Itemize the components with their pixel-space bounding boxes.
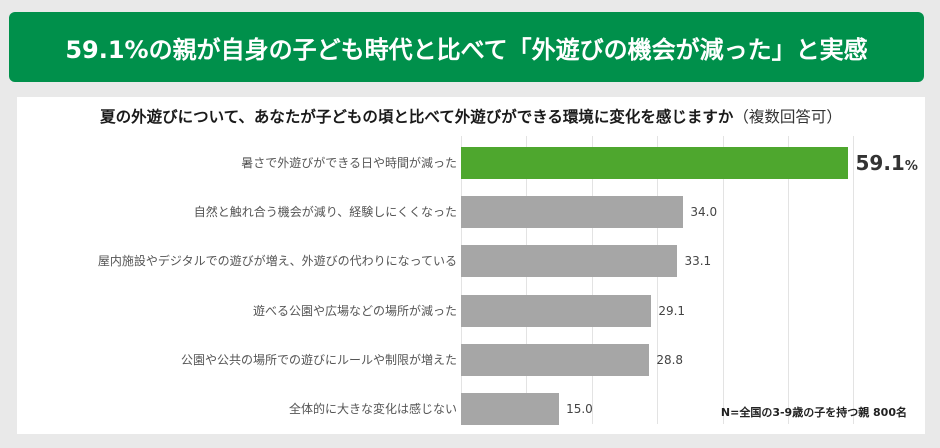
bar-row: 暑さで外遊びができる日や時間が減った 59.1% [17,147,925,179]
chart-subtitle: （複数回答可） [733,108,842,126]
bar-category-label: 遊べる公園や広場などの場所が減った [252,303,457,318]
headline-title: 59.1%の親が自身の子ども時代と比べて「外遊びの機会が減った」と実感 [65,35,868,64]
bar-value-label: 34.0 [690,196,717,228]
gridline [722,136,724,424]
bar-row: 遊べる公園や広場などの場所が減った 29.1 [17,294,925,327]
bar-value-number: 33.1 [684,254,712,269]
bar [461,393,560,425]
bar-row: 公園や公共の場所での遊びにルールや制限が増えた 28.8 [17,343,925,376]
bar [461,196,684,229]
bar-row: 屋内施設やデジタルでの遊びが増え、外遊びの代わりになっている 33.1 [17,245,925,278]
sample-size-note: N=全国の3-9歳の子を持つ親 800名 [720,406,907,419]
bar-row: 全体的に大きな変化は感じない 15.0 [17,393,925,425]
gridline [853,136,855,424]
headline-banner: 59.1%の親が自身の子ども時代と比べて「外遊びの機会が減った」と実感 [9,12,924,82]
bar [461,245,678,278]
bar-highlight [461,147,848,179]
gridline [657,136,659,424]
gridline [788,136,789,424]
bar-value-label: 59.1% [856,147,918,179]
bar [461,343,650,376]
chart-title: 夏の外遊びについて、あなたが子どもの頃と比べて外遊びができる環境に変化を感じます… [17,105,925,127]
bar-value-number: 34.0 [690,205,718,220]
bar-value-label: 33.1 [684,245,711,277]
gridline [591,136,593,424]
bar-value-number: 28.8 [656,352,684,367]
bar-category-label: 屋内施設やデジタルでの遊びが増え、外遊びの代わりになっている [97,254,457,269]
bar-chart: 暑さで外遊びができる日や時間が減った 59.1% 自然と触れ合う機会が減り、経験しに… [17,97,925,434]
chart-question: 夏の外遊びについて、あなたが子どもの頃と比べて外遊びができる環境に変化を感じます… [100,108,734,126]
bar-category-label: 暑さで外遊びができる日や時間が減った [241,156,457,170]
gridline [461,136,462,424]
bar-category-label: 自然と触れ合う機会が減り、経験しにくくなった [193,205,457,220]
bar-value-label: 29.1 [658,295,685,327]
bar-value-label: 28.8 [656,344,683,376]
bar-value-number: 29.1 [658,303,686,318]
gridline [526,136,528,424]
percent-unit: % [904,159,918,174]
bar-category-label: 公園や公共の場所での遊びにルールや制限が増えた [180,352,457,367]
bar-row: 自然と触れ合う機会が減り、経験しにくくなった 34.0 [17,196,925,229]
bar-category-label: 全体的に大きな変化は感じない [288,402,457,416]
bar-value-label: 15.0 [566,393,593,425]
bar [461,294,652,327]
bar-value-number: 59.1 [855,151,905,175]
bar-value-number: 15.0 [566,402,593,416]
chart-panel: 夏の外遊びについて、あなたが子どもの頃と比べて外遊びができる環境に変化を感じます… [17,97,925,434]
